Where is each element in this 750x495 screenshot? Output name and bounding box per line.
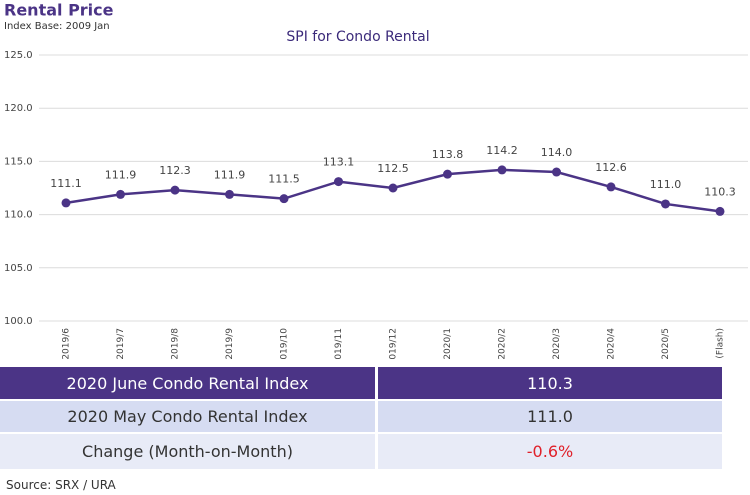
- data-point: [388, 183, 398, 193]
- data-label: 114.0: [541, 146, 573, 159]
- table-cell: -0.6%: [378, 434, 722, 469]
- table-cell: 2020 June Condo Rental Index: [0, 367, 375, 399]
- x-tick-label: 2019/11: [334, 328, 344, 360]
- table-cell: Change (Month-on-Month): [0, 434, 375, 469]
- x-tick-label: 2019/10: [280, 328, 290, 360]
- x-tick-label: 2019/7: [116, 328, 126, 360]
- chart: Rental Price Index Base: 2009 Jan SPI fo…: [4, 1, 748, 360]
- page-title: Rental Price: [4, 1, 114, 20]
- data-point: [334, 177, 343, 187]
- y-tick-label: 120.0: [4, 103, 33, 114]
- data-label: 111.1: [50, 177, 82, 190]
- data-label: 111.9: [105, 168, 137, 181]
- data-label: 113.8: [432, 148, 464, 161]
- data-point: [443, 169, 452, 179]
- table-cell: 2020 May Condo Rental Index: [0, 401, 375, 432]
- x-tick-label: 2019/12: [389, 328, 399, 360]
- y-tick-label: 105.0: [4, 263, 33, 274]
- data-point: [552, 167, 561, 177]
- data-label: 112.5: [377, 162, 409, 175]
- data-point: [661, 199, 670, 209]
- y-tick-label: 125.0: [4, 50, 33, 61]
- data-point: [170, 185, 180, 195]
- chart-title: SPI for Condo Rental: [286, 29, 429, 45]
- data-point: [715, 206, 725, 216]
- data-label: 111.0: [650, 178, 682, 191]
- y-tick-label: 100.0: [4, 316, 33, 327]
- data-label: 114.2: [486, 144, 518, 157]
- x-tick-label: 2019/8: [171, 328, 181, 360]
- data-point: [606, 182, 616, 192]
- x-tick-label: 2019/9: [225, 328, 235, 360]
- x-tick-label: 2020/1: [443, 328, 453, 360]
- data-label: 112.3: [159, 164, 191, 177]
- x-tick-label: 2020/6* (Flash): [716, 328, 726, 360]
- source-note: Source: SRX / URA: [6, 478, 116, 492]
- data-point: [225, 189, 234, 199]
- x-tick-label: 2019/6: [62, 328, 72, 360]
- data-point: [116, 189, 125, 199]
- y-tick-label: 110.0: [4, 210, 33, 221]
- data-label: 111.5: [268, 173, 300, 186]
- page-subtitle: Index Base: 2009 Jan: [4, 21, 110, 32]
- data-point: [497, 165, 507, 175]
- data-label: 112.6: [595, 161, 627, 174]
- x-tick-label: 2020/3: [552, 328, 562, 360]
- x-tick-label: 2020/5: [661, 328, 671, 360]
- x-tick-label: 2020/2: [498, 328, 508, 360]
- data-label: 111.9: [214, 168, 246, 181]
- data-label: 113.1: [323, 156, 355, 169]
- y-tick-label: 115.0: [4, 156, 33, 167]
- x-tick-label: 2020/4: [607, 328, 617, 360]
- data-label: 110.3: [704, 185, 736, 198]
- table-cell: 111.0: [378, 401, 722, 432]
- data-point: [61, 198, 71, 208]
- table-cell: 110.3: [378, 367, 722, 399]
- data-point: [279, 194, 289, 204]
